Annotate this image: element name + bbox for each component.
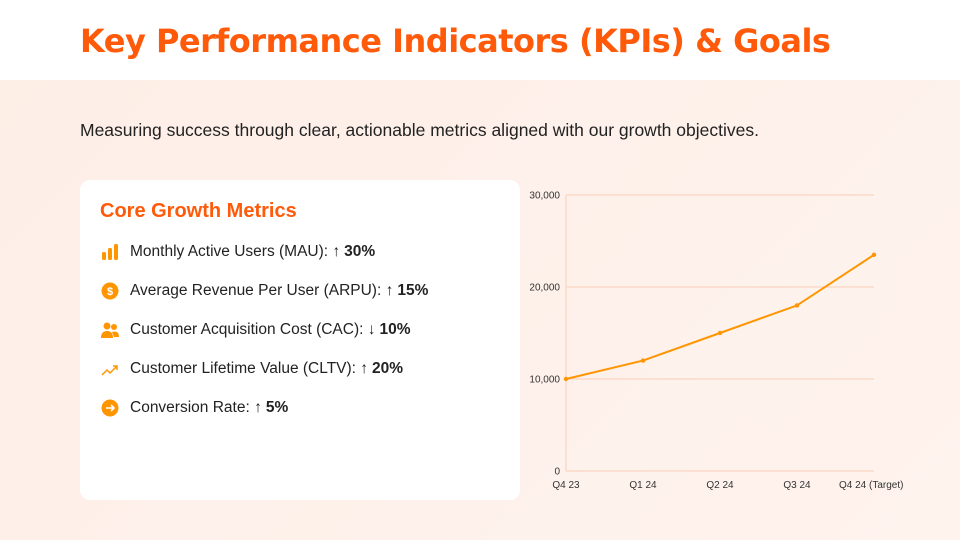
- metric-label: Average Revenue Per User (ARPU):: [130, 282, 382, 299]
- metrics-card: Core Growth Metrics Monthly Active Users…: [80, 180, 520, 500]
- metric-conversion: Conversion Rate: ↑ 5%: [100, 398, 288, 418]
- dollar-circle-icon: $: [100, 281, 120, 301]
- bar-chart-icon: [100, 242, 120, 262]
- y-tick-label: 0: [554, 467, 560, 478]
- metric-value: 15%: [397, 282, 429, 299]
- line-chart: 0 10,000 20,000 30,000 Q4 23 Q1 24 Q2 24 Q3 24 Q…: [525, 180, 905, 500]
- metric-value: 30%: [344, 243, 376, 260]
- data-point: [871, 252, 877, 257]
- page-title: Key Performance Indicators (KPIs) & Goal…: [80, 22, 831, 60]
- arrow-right-circle-icon: [100, 398, 120, 418]
- svg-text:$: $: [107, 286, 113, 298]
- y-tick-label: 10,000: [529, 375, 560, 386]
- data-line: [565, 253, 875, 380]
- chart-svg: 0 10,000 20,000 30,000 Q4 23 Q1 24 Q2 24 Q3 24 Q…: [529, 191, 903, 492]
- metric-cac: Customer Acquisition Cost (CAC): ↓ 10%: [100, 320, 411, 340]
- metric-value: 5%: [265, 399, 289, 416]
- metric-cltv: Customer Lifetime Value (CLTV): ↑ 20%: [100, 359, 403, 379]
- arrow-up-icon: ↑: [332, 243, 341, 260]
- arrow-down-icon: ↓: [367, 321, 376, 338]
- arrow-up-icon: ↑: [360, 360, 369, 377]
- x-tick-label: Q1 24: [629, 480, 657, 491]
- metric-arpu: $ Average Revenue Per User (ARPU): ↑ 15%: [100, 281, 428, 301]
- data-point: [717, 330, 723, 336]
- header: Key Performance Indicators (KPIs) & Goal…: [0, 0, 960, 80]
- x-tick-label: Q4 24 (Target): [839, 480, 903, 491]
- x-tick-label: Q3 24: [783, 480, 811, 491]
- data-point: [640, 358, 646, 363]
- card-title: Core Growth Metrics: [100, 200, 297, 222]
- metric-value: 20%: [372, 360, 404, 377]
- trending-up-icon: [100, 359, 120, 379]
- metric-label: Customer Acquisition Cost (CAC):: [130, 321, 364, 338]
- metric-value: 10%: [379, 321, 411, 338]
- arrow-up-icon: ↑: [254, 399, 262, 416]
- metric-mau: Monthly Active Users (MAU): ↑ 30%: [100, 242, 375, 262]
- data-point: [794, 303, 800, 308]
- y-tick-label: 20,000: [529, 283, 560, 294]
- x-tick-label: Q4 23: [552, 480, 580, 491]
- x-tick-label: Q2 24: [706, 480, 734, 491]
- users-icon: [100, 320, 120, 340]
- metric-label: Conversion Rate:: [130, 399, 250, 416]
- metric-label: Customer Lifetime Value (CLTV):: [130, 360, 356, 377]
- metric-label: Monthly Active Users (MAU):: [130, 243, 329, 260]
- data-point: [563, 376, 569, 382]
- arrow-up-icon: ↑: [385, 282, 394, 299]
- page-subtitle: Measuring success through clear, actiona…: [80, 120, 759, 140]
- y-tick-label: 30,000: [529, 191, 560, 202]
